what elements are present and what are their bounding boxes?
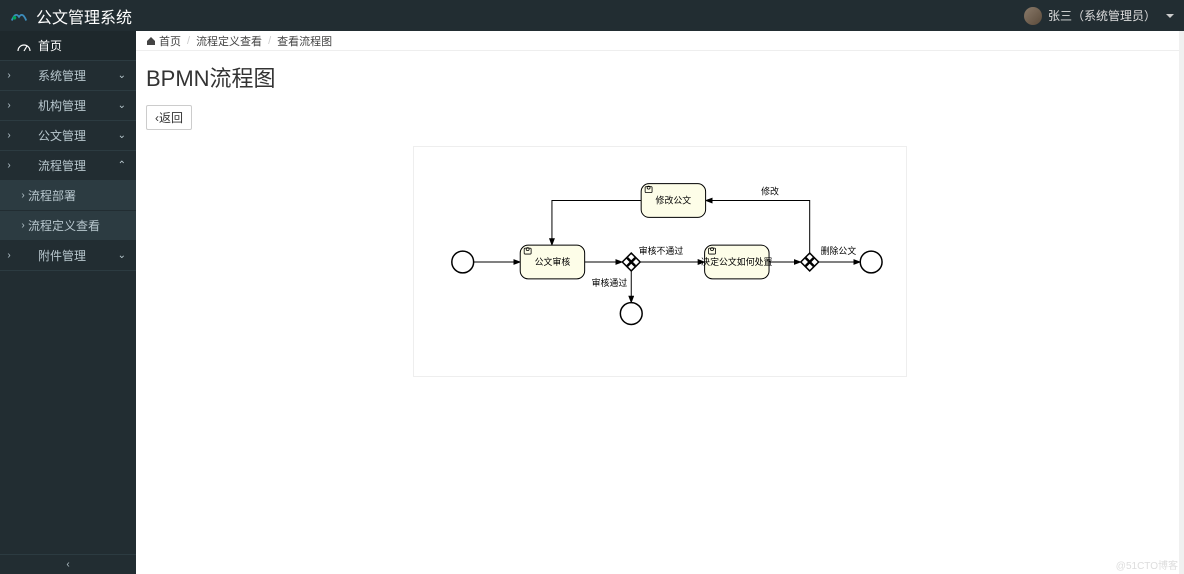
- sidebar-item-home[interactable]: 首页: [0, 31, 136, 61]
- chevron-down-icon: ⌄: [118, 250, 126, 261]
- watermark: @51CTO博客: [1116, 557, 1178, 572]
- svg-text:修改: 修改: [761, 186, 779, 197]
- sidebar-item-label: 公文管理: [38, 127, 118, 144]
- user-menu[interactable]: 张三（系统管理员）: [1024, 7, 1174, 25]
- sidebar-item-label: 流程部署: [28, 187, 126, 204]
- sidebar-item-attach[interactable]: › 附件管理 ⌄: [0, 241, 136, 271]
- sidebar-item-label: 流程管理: [38, 157, 118, 174]
- vertical-scrollbar[interactable]: [1179, 31, 1184, 574]
- dashboard-icon: [14, 40, 34, 52]
- sidebar-item-label: 首页: [38, 37, 126, 54]
- chevron-down-icon: ⌄: [118, 130, 126, 141]
- breadcrumb-home[interactable]: 首页: [159, 33, 181, 49]
- sidebar-item-org[interactable]: › 机构管理 ⌄: [0, 91, 136, 121]
- svg-text:决定公文如何处置: 决定公文如何处置: [701, 256, 772, 267]
- svg-text:修改公文: 修改公文: [656, 195, 692, 206]
- sidebar-item-label: 附件管理: [38, 247, 118, 264]
- app-title: 公文管理系统: [36, 4, 132, 28]
- sidebar-item-process[interactable]: › 流程管理 ⌃: [0, 151, 136, 181]
- breadcrumb-item[interactable]: 流程定义查看: [196, 33, 262, 49]
- page-title: BPMN流程图: [146, 61, 1174, 93]
- back-button[interactable]: ‹返回: [146, 105, 192, 130]
- avatar: [1024, 7, 1042, 25]
- sidebar-submenu-process: › 流程部署 › 流程定义查看: [0, 181, 136, 241]
- sidebar-item-label: 系统管理: [38, 67, 118, 84]
- sidebar-item-system[interactable]: › 系统管理 ⌄: [0, 61, 136, 91]
- logo-icon: [10, 9, 28, 23]
- sidebar-collapse-button[interactable]: ‹: [0, 554, 136, 574]
- chevron-right-icon: ›: [4, 130, 14, 141]
- chevron-right-icon: ›: [4, 250, 14, 261]
- back-button-label: 返回: [159, 109, 183, 126]
- bpmn-diagram: 审核不通过审核通过 删除公文 修改公文审核 修改公文决定公文如何处置: [413, 146, 907, 377]
- chevron-down-icon: [1166, 14, 1174, 18]
- chevron-left-icon: ‹: [66, 559, 69, 570]
- sidebar-item-label: 流程定义查看: [28, 217, 126, 234]
- svg-text:公文审核: 公文审核: [535, 256, 571, 267]
- chevron-right-icon: ›: [4, 100, 14, 111]
- top-bar: 公文管理系统 张三（系统管理员）: [0, 0, 1184, 31]
- main-content: 首页 / 流程定义查看 / 查看流程图 BPMN流程图 ‹返回 审核不通过审核通…: [136, 31, 1184, 574]
- chevron-right-icon: ›: [18, 220, 28, 231]
- sidebar-item-doc[interactable]: › 公文管理 ⌄: [0, 121, 136, 151]
- chevron-right-icon: ›: [18, 190, 28, 201]
- sidebar-item-process-deploy[interactable]: › 流程部署: [0, 181, 136, 211]
- chevron-down-icon: ⌄: [118, 70, 126, 81]
- breadcrumb-current: 查看流程图: [277, 33, 332, 49]
- home-icon: [146, 36, 156, 46]
- chevron-right-icon: ›: [4, 70, 14, 81]
- user-display: 张三（系统管理员）: [1048, 7, 1156, 24]
- sidebar: 首页 › 系统管理 ⌄ › 机构管理 ⌄ › 公文管理 ⌄ › 流程管理 ⌃: [0, 31, 136, 574]
- sidebar-item-process-def[interactable]: › 流程定义查看: [0, 211, 136, 241]
- chevron-down-icon: ⌄: [118, 100, 126, 111]
- breadcrumb: 首页 / 流程定义查看 / 查看流程图: [136, 31, 1184, 51]
- chevron-up-icon: ⌃: [118, 160, 126, 171]
- svg-text:审核通过: 审核通过: [592, 277, 628, 288]
- svg-text:删除公文: 删除公文: [821, 245, 857, 256]
- svg-text:审核不通过: 审核不通过: [639, 245, 684, 256]
- sidebar-item-label: 机构管理: [38, 97, 118, 114]
- chevron-right-icon: ›: [4, 160, 14, 171]
